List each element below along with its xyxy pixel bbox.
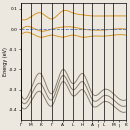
Y-axis label: Energy (eV): Energy (eV) (3, 47, 8, 76)
